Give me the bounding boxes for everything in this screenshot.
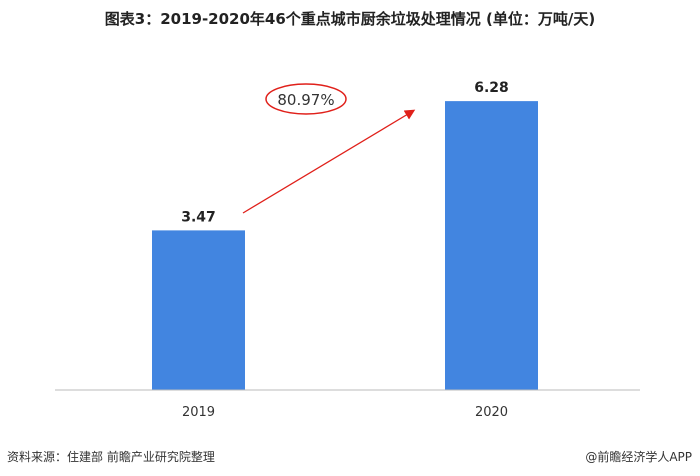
- data-label-2020: 6.28: [474, 80, 509, 96]
- bar-2020: [445, 101, 538, 391]
- growth-ellipse: [265, 83, 347, 115]
- chart-title: 图表3：2019-2020年46个重点城市厨余垃圾处理情况 (单位：万吨/天): [104, 10, 596, 28]
- bar-2019: [152, 230, 245, 390]
- credit-note: @前瞻经济学人APP: [585, 450, 692, 464]
- source-note: 资料来源：住建部 前瞻产业研究院整理: [7, 450, 215, 464]
- growth-arrow: [242, 109, 416, 214]
- x-tick-label-2019: 2019: [182, 405, 215, 420]
- data-label-2019: 3.47: [181, 209, 216, 225]
- x-tick-label-2020: 2020: [475, 405, 508, 420]
- growth-rate-label: 80.97%: [277, 91, 334, 109]
